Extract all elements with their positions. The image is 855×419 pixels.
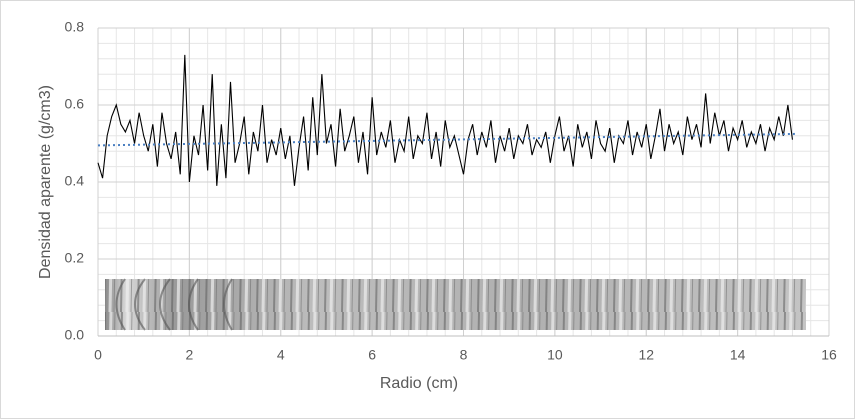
x-axis-title: Radio (cm)	[380, 375, 458, 392]
y-tick-label: 0.2	[65, 250, 85, 266]
y-tick-label: 0.8	[65, 19, 85, 35]
y-tick-label: 0.6	[65, 96, 85, 112]
density-line	[97, 54, 793, 186]
y-tick-label: 0.0	[65, 327, 85, 343]
trend-line	[97, 132, 798, 147]
x-tick-label: 10	[547, 347, 563, 363]
x-tick-label: 4	[277, 347, 285, 363]
x-tick-label: 14	[730, 347, 746, 363]
y-axis-title: Densidad aparente (g/cm3)	[37, 85, 54, 279]
x-tick-label: 16	[821, 347, 837, 363]
x-tick-label: 8	[460, 347, 468, 363]
x-tick-label: 12	[638, 347, 654, 363]
x-tick-label: 2	[185, 347, 193, 363]
wood-core-image	[105, 278, 806, 331]
x-tick-label: 6	[368, 347, 376, 363]
y-tick-label: 0.4	[65, 173, 85, 189]
x-tick-label: 0	[94, 347, 102, 363]
